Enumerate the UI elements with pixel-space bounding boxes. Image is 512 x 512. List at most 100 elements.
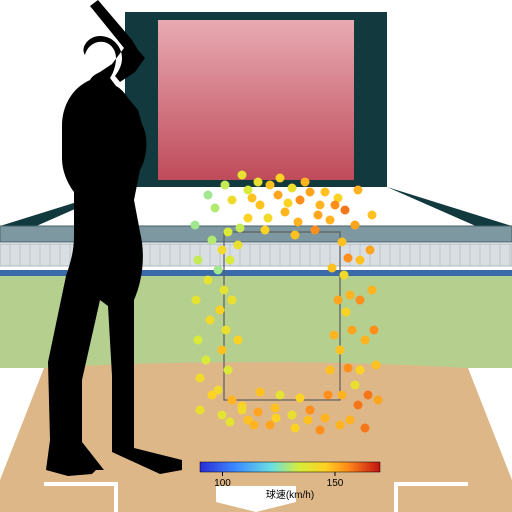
pitch-dot <box>338 238 347 247</box>
pitch-dot <box>364 391 373 400</box>
pitch-dot <box>261 226 270 235</box>
pitch-dot <box>304 416 313 425</box>
pitch-dot <box>202 356 211 365</box>
pitch-dot <box>216 306 225 315</box>
pitch-dot <box>288 411 297 420</box>
pitch-dot <box>194 336 203 345</box>
pitch-dot <box>328 264 337 273</box>
pitch-dot <box>218 246 227 255</box>
pitch-dot <box>228 396 237 405</box>
pitch-dot <box>370 326 379 335</box>
pitch-dot <box>306 188 315 197</box>
pitch-dot <box>344 364 353 373</box>
pitch-dot <box>208 236 217 245</box>
pitch-dot <box>224 366 233 375</box>
pitch-dot <box>296 394 305 403</box>
pitch-dot <box>244 186 253 195</box>
pitch-dot <box>296 196 305 205</box>
pitch-dot <box>211 204 220 213</box>
pitch-dot <box>271 404 280 413</box>
colorbar-tick-label: 100 <box>214 478 231 489</box>
pitch-dot <box>196 374 205 383</box>
pitch-dot <box>276 391 285 400</box>
pitch-dot <box>356 256 365 265</box>
pitch-dot <box>311 226 320 235</box>
pitch-location-chart: 100 150 球速(km/h) <box>0 0 512 512</box>
pitch-dot <box>248 194 257 203</box>
pitch-dot <box>340 271 349 280</box>
pitch-dot <box>316 201 325 210</box>
pitch-dot <box>356 296 365 305</box>
pitch-dot <box>336 346 345 355</box>
pitch-dot <box>192 296 201 305</box>
pitch-dot <box>368 211 377 220</box>
pitch-dot <box>361 424 370 433</box>
pitch-dot <box>344 254 353 263</box>
pitch-dot <box>324 391 333 400</box>
colorbar <box>200 462 380 472</box>
colorbar-tick-label: 150 <box>327 478 344 489</box>
pitch-dot <box>334 296 343 305</box>
pitch-dot <box>348 326 357 335</box>
scoreboard <box>158 20 354 180</box>
pitch-dot <box>234 241 243 250</box>
pitch-dot <box>256 388 265 397</box>
pitch-dot <box>221 181 230 190</box>
colorbar-axis-label: 球速(km/h) <box>266 488 314 501</box>
pitch-dot <box>206 316 215 325</box>
pitch-dot <box>361 336 370 345</box>
pitch-dot <box>316 426 325 435</box>
pitch-dot <box>220 286 229 295</box>
pitch-dot <box>321 414 330 423</box>
pitch-dot <box>266 421 275 430</box>
pitch-dot <box>266 181 275 190</box>
pitch-dot <box>341 206 350 215</box>
pitch-dot <box>351 221 360 230</box>
pitch-dot <box>372 361 381 370</box>
pitch-dot <box>228 196 237 205</box>
pitch-dot <box>336 421 345 430</box>
pitch-dot <box>272 414 281 423</box>
pitch-dot <box>281 208 290 217</box>
pitch-dot <box>224 228 233 237</box>
pitch-dot <box>338 391 347 400</box>
pitch-dot <box>234 336 243 345</box>
pitch-dot <box>321 188 330 197</box>
pitch-dot <box>276 174 285 183</box>
pitch-dot <box>274 191 283 200</box>
pitch-dot <box>194 256 203 265</box>
pitch-dot <box>368 286 377 295</box>
pitch-dot <box>306 406 315 415</box>
pitch-dot <box>294 218 303 227</box>
pitch-dot <box>326 366 335 375</box>
pitch-dot <box>374 396 383 405</box>
pitch-dot <box>226 256 235 265</box>
pitch-dot <box>354 186 363 195</box>
pitch-dot <box>291 424 300 433</box>
pitch-dot <box>226 418 235 427</box>
pitch-dot <box>244 214 253 223</box>
pitch-dot <box>238 171 247 180</box>
pitch-dot <box>301 178 310 187</box>
pitch-dot <box>236 224 245 233</box>
pitch-dot <box>351 381 360 390</box>
pitch-dot <box>222 326 231 335</box>
pitch-dot <box>284 199 293 208</box>
pitch-dot <box>356 366 365 375</box>
pitch-dot <box>346 416 355 425</box>
pitch-dot <box>250 421 259 430</box>
pitch-dot <box>228 296 237 305</box>
pitch-dot <box>208 391 217 400</box>
pitch-dot <box>330 331 339 340</box>
pitch-dot <box>214 266 223 275</box>
pitch-dot <box>204 276 213 285</box>
pitch-dot <box>256 201 265 210</box>
pitch-dot <box>291 231 300 240</box>
pitch-dot <box>366 246 375 255</box>
pitch-dot <box>254 178 263 187</box>
pitch-dot <box>331 201 340 210</box>
pitch-dot <box>314 211 323 220</box>
pitch-dot <box>346 291 355 300</box>
pitch-dot <box>191 221 200 230</box>
pitch-dot <box>326 216 335 225</box>
